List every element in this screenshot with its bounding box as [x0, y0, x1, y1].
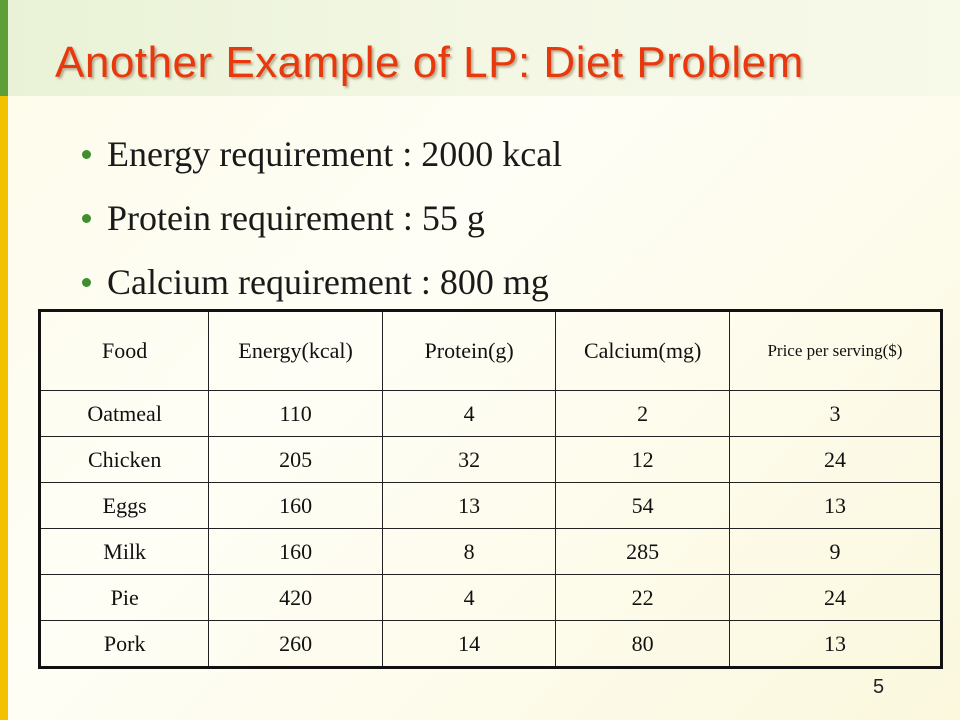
bullet-item: Calcium requirement : 800 mg: [82, 250, 562, 314]
table-row: Chicken 205 32 12 24: [38, 436, 943, 483]
cell-price: 13: [728, 620, 943, 668]
cell-protein: 8: [381, 528, 557, 575]
cell-price: 3: [728, 390, 943, 437]
bullet-text: Energy requirement : 2000 kcal: [107, 134, 563, 174]
table-row: Pie 420 4 22 24: [38, 574, 943, 621]
cell-calcium: 2: [555, 390, 730, 437]
cell-calcium: 80: [555, 620, 730, 668]
cell-calcium: 22: [555, 574, 730, 621]
cell-food: Milk: [38, 528, 210, 575]
left-accent-bar-top: [0, 0, 8, 96]
table-row: Pork 260 14 80 13: [38, 620, 943, 668]
header-protein: Protein(g): [381, 310, 557, 391]
cell-calcium: 12: [555, 436, 730, 483]
cell-protein: 4: [381, 574, 557, 621]
cell-energy: 160: [208, 528, 383, 575]
table-row: Eggs 160 13 54 13: [38, 482, 943, 529]
cell-price: 24: [728, 574, 943, 621]
cell-energy: 260: [208, 620, 383, 668]
title-band: [8, 0, 960, 96]
cell-price: 9: [728, 528, 943, 575]
cell-energy: 205: [208, 436, 383, 483]
table-row: Milk 160 8 285 9: [38, 528, 943, 575]
bullet-item: Energy requirement : 2000 kcal: [82, 122, 562, 186]
header-calcium: Calcium(mg): [555, 310, 730, 391]
bullet-text: Protein requirement : 55 g: [107, 198, 485, 238]
cell-food: Oatmeal: [38, 390, 210, 437]
cell-food: Pork: [38, 620, 210, 668]
header-food: Food: [38, 310, 210, 391]
header-price: Price per serving($): [728, 310, 943, 391]
cell-price: 24: [728, 436, 943, 483]
cell-food: Eggs: [38, 482, 210, 529]
page-number: 5: [873, 676, 885, 698]
cell-protein: 13: [381, 482, 557, 529]
cell-energy: 160: [208, 482, 383, 529]
table-header-row: Food Energy(kcal) Protein(g) Calcium(mg)…: [38, 310, 943, 391]
left-accent-bar: [0, 0, 8, 720]
requirements-list: Energy requirement : 2000 kcal Protein r…: [82, 122, 562, 314]
bullet-dot-icon: [82, 277, 91, 287]
food-nutrition-table: Food Energy(kcal) Protein(g) Calcium(mg)…: [38, 309, 943, 669]
cell-food: Pie: [38, 574, 210, 621]
cell-energy: 110: [208, 390, 383, 437]
cell-calcium: 54: [555, 482, 730, 529]
cell-protein: 14: [381, 620, 557, 668]
cell-energy: 420: [208, 574, 383, 621]
bullet-text: Calcium requirement : 800 mg: [107, 262, 549, 302]
bullet-dot-icon: [82, 213, 91, 223]
cell-protein: 32: [381, 436, 557, 483]
bullet-dot-icon: [82, 149, 91, 159]
cell-calcium: 285: [555, 528, 730, 575]
cell-food: Chicken: [38, 436, 210, 483]
cell-price: 13: [728, 482, 943, 529]
slide-title: Another Example of LP: Diet Problem: [55, 38, 804, 87]
cell-protein: 4: [381, 390, 557, 437]
bullet-item: Protein requirement : 55 g: [82, 186, 562, 250]
header-energy: Energy(kcal): [208, 310, 383, 391]
table-row: Oatmeal 110 4 2 3: [38, 390, 943, 437]
